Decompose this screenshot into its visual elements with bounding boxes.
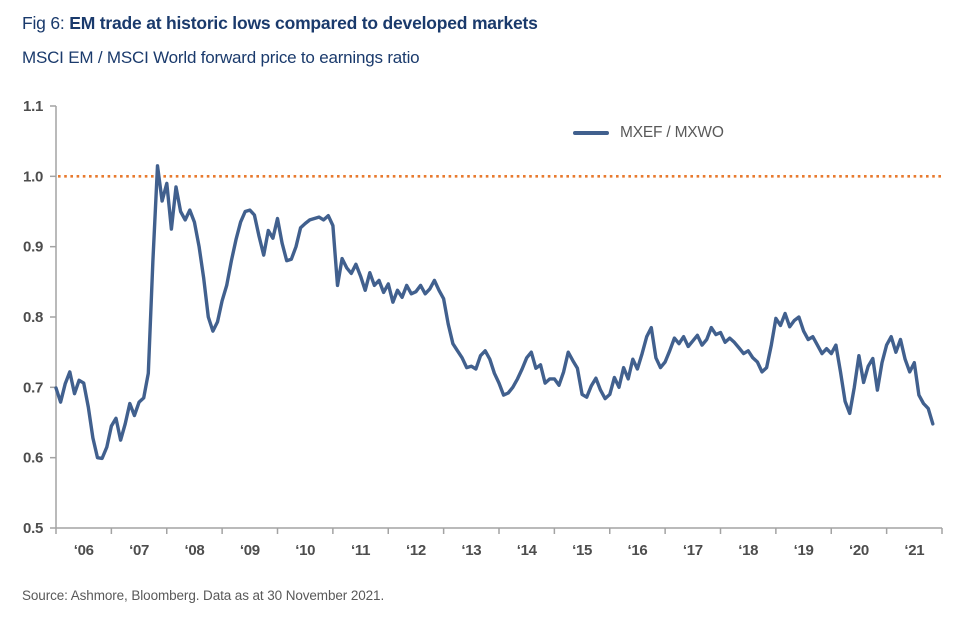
x-tick-label: ‘10 [295, 542, 315, 559]
y-tick-label: 0.7 [23, 379, 43, 396]
x-tick-label: ‘12 [406, 542, 426, 559]
x-tick-label: ‘14 [517, 542, 538, 559]
figure-title: EM trade at historic lows compared to de… [69, 13, 538, 33]
x-tick-label: ‘07 [129, 542, 149, 559]
chart-legend: MXEF / MXWO [573, 124, 724, 142]
x-tick-label: ‘15 [572, 542, 592, 559]
y-tick-label: 0.5 [23, 520, 43, 537]
x-tick-label: ‘16 [627, 542, 647, 559]
x-tick-label: ‘09 [240, 542, 260, 559]
chart-canvas: 1.1 1.0 0.9 0.8 0.7 0.6 0.5 ‘06 ‘07 ‘08 ‘09 ‘10 ‘11 ‘… [23, 98, 943, 559]
figure-heading: Fig 6: EM trade at historic lows compare… [22, 12, 538, 34]
x-tick-label: ‘08 [184, 542, 204, 559]
x-tick-label: ‘21 [904, 542, 924, 559]
legend-label: MXEF / MXWO [620, 124, 724, 141]
x-tick-label: ‘06 [74, 542, 94, 559]
figure-subtitle: MSCI EM / MSCI World forward price to ea… [22, 48, 420, 67]
mxef-mxwo-line [54, 164, 935, 461]
y-tick-label: 0.9 [23, 239, 43, 256]
y-tick-label: 0.6 [23, 450, 43, 467]
legend-line-swatch [573, 131, 609, 135]
figure-label: Fig 6: [22, 13, 70, 33]
x-tick-label: ‘18 [738, 542, 758, 559]
x-tick-label: ‘13 [461, 542, 481, 559]
x-tick-label: ‘11 [351, 542, 370, 559]
x-tick-label: ‘17 [683, 542, 703, 559]
x-tick-label: ‘19 [794, 542, 814, 559]
y-tick-label: 1.0 [23, 168, 43, 185]
y-tick-label: 1.1 [23, 98, 43, 115]
y-tick-label: 0.8 [23, 309, 43, 326]
source-note: Source: Ashmore, Bloomberg. Data as at 3… [22, 588, 385, 603]
x-tick-label: ‘20 [849, 542, 869, 559]
